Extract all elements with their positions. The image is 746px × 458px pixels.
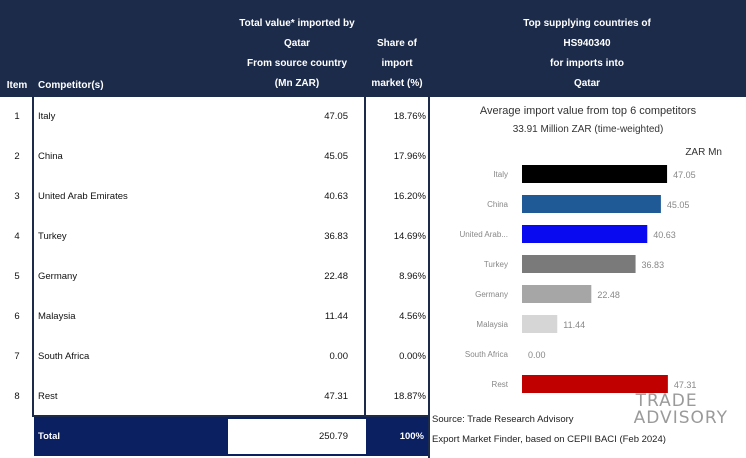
import-value: 47.31 — [324, 391, 348, 402]
data-label: 47.31 — [674, 380, 697, 390]
header-top-suppliers: Top supplying countries of HS940340 for … — [523, 18, 651, 89]
item-number: 2 — [14, 151, 20, 162]
import-value: 0.00 — [329, 351, 349, 362]
bar — [522, 375, 668, 393]
table-row: 8 Rest 47.31 18.87% — [0, 377, 428, 417]
data-label: 11.44 — [563, 320, 585, 330]
market-share: 18.76% — [393, 111, 426, 122]
competitor-name: Malaysia — [38, 311, 76, 322]
column-divider — [32, 415, 428, 417]
item-number: 3 — [14, 191, 20, 202]
bar — [522, 255, 636, 273]
market-share: 8.96% — [399, 271, 426, 282]
data-label: 47.05 — [673, 170, 696, 180]
bar — [522, 285, 592, 303]
market-share: 17.96% — [393, 151, 426, 162]
header-item: Item — [6, 80, 28, 91]
competitor-table: 1 Italy 47.05 18.76% 2 China 45.05 17.96… — [0, 97, 428, 458]
total-share: 100% — [366, 417, 428, 456]
table-row: 7 South Africa 0.00 0.00% — [0, 337, 428, 377]
bar — [522, 165, 668, 183]
competitor-name: United Arab Emirates — [38, 191, 128, 202]
header-share: Share of import market (%) — [371, 38, 423, 89]
market-share: 16.20% — [393, 191, 426, 202]
table-header: Item Competitor(s) Total value* imported… — [0, 0, 746, 97]
header-total-value: Total value* imported by Qatar From sour… — [239, 18, 355, 89]
table-row: 6 Malaysia 11.44 4.56% — [0, 297, 428, 337]
category-label: Turkey — [484, 260, 508, 269]
competitor-name: Turkey — [38, 231, 67, 242]
category-label: Rest — [492, 380, 509, 389]
chart-title: Average import value from top 6 competit… — [479, 105, 697, 117]
market-share: 0.00% — [399, 351, 426, 362]
competitor-name: South Africa — [38, 351, 90, 362]
total-label: Total — [34, 417, 228, 456]
category-label: China — [487, 200, 508, 209]
chart-panel: Average import value from top 6 competit… — [428, 97, 746, 458]
column-divider — [364, 97, 366, 417]
table-row: 3 United Arab Emirates 40.63 16.20% — [0, 177, 428, 217]
item-number: 5 — [14, 271, 20, 282]
bar — [522, 195, 661, 213]
competitor-name: Italy — [38, 111, 56, 122]
source-text: Source: Trade Research Advisory — [432, 414, 574, 425]
table-row: 1 Italy 47.05 18.76% — [0, 97, 428, 137]
market-share: 18.87% — [393, 391, 426, 402]
total-blank-cell — [0, 417, 34, 458]
column-divider — [32, 97, 34, 417]
total-row: Total 250.79 100% — [0, 417, 428, 458]
chart-unit-label: ZAR Mn — [685, 147, 722, 158]
item-number: 6 — [14, 311, 20, 322]
data-label: 45.05 — [667, 200, 690, 210]
competitor-name: Germany — [38, 271, 78, 282]
total-value: 250.79 — [228, 417, 366, 456]
item-number: 8 — [14, 391, 20, 402]
import-value: 45.05 — [324, 151, 348, 162]
import-value: 40.63 — [324, 191, 348, 202]
item-number: 1 — [14, 111, 20, 122]
bar-chart: ZAR Mn Italy 47.05 China 45.05 United Arab...… — [460, 147, 722, 393]
data-label: 40.63 — [653, 230, 676, 240]
category-label: Germany — [475, 290, 508, 299]
import-value: 47.05 — [324, 111, 348, 122]
category-label: Malaysia — [476, 320, 508, 329]
logo-line2: ADVISORY — [633, 408, 728, 428]
import-value: 36.83 — [324, 231, 348, 242]
competitor-name: Rest — [38, 391, 58, 402]
table-row: 2 China 45.05 17.96% — [0, 137, 428, 177]
import-value: 11.44 — [324, 311, 348, 322]
category-label: United Arab... — [460, 230, 508, 239]
bar — [522, 225, 648, 243]
table-row: 4 Turkey 36.83 14.69% — [0, 217, 428, 257]
category-label: South Africa — [465, 350, 509, 359]
bar — [522, 315, 558, 333]
item-number: 7 — [14, 351, 20, 362]
data-label: 0.00 — [528, 350, 546, 360]
data-label: 36.83 — [642, 260, 665, 270]
data-label: 22.48 — [597, 290, 620, 300]
item-number: 4 — [14, 231, 20, 242]
category-label: Italy — [493, 170, 508, 179]
market-share: 4.56% — [399, 311, 426, 322]
logo-line1: TRADE — [635, 391, 698, 411]
header-competitor: Competitor(s) — [38, 80, 104, 91]
table-row: 5 Germany 22.48 8.96% — [0, 257, 428, 297]
competitor-name: China — [38, 151, 63, 162]
import-value: 22.48 — [324, 271, 348, 282]
source-detail-text: Export Market Finder, based on CEPII BAC… — [432, 434, 666, 445]
market-share: 14.69% — [393, 231, 426, 242]
chart-subtitle: 33.91 Million ZAR (time-weighted) — [512, 124, 664, 135]
trade-advisory-logo: TRADE ADVISORY — [634, 393, 728, 427]
